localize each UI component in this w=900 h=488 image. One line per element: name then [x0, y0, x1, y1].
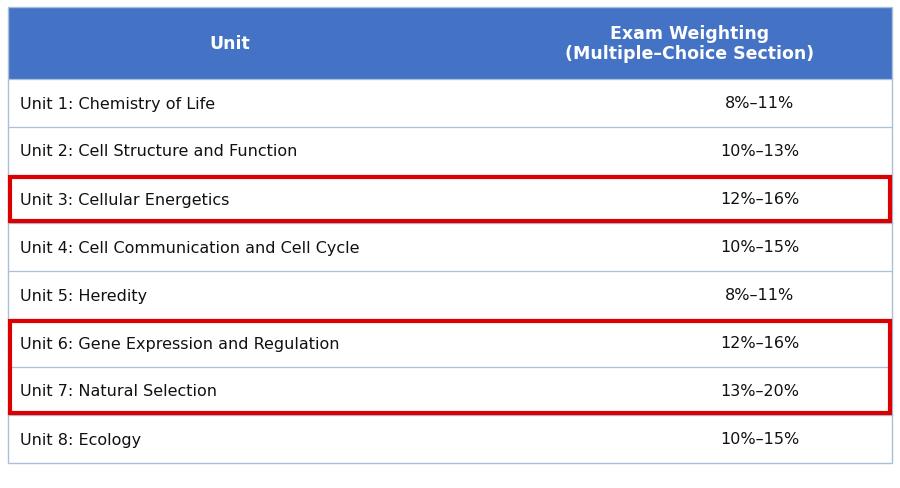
Text: TestDaily: TestDaily	[388, 272, 602, 314]
Bar	[8, 128, 892, 176]
Bar	[8, 367, 892, 415]
Bar	[10, 178, 890, 222]
Bar	[8, 415, 892, 463]
Text: Unit 2: Cell Structure and Function: Unit 2: Cell Structure and Function	[20, 144, 297, 159]
Bar	[8, 224, 892, 271]
Bar	[10, 321, 890, 413]
Bar	[8, 8, 892, 80]
Text: 12%–16%: 12%–16%	[720, 192, 799, 207]
Text: 8%–11%: 8%–11%	[725, 96, 795, 111]
Text: 10%–13%: 10%–13%	[720, 144, 799, 159]
Text: 10%–15%: 10%–15%	[720, 240, 799, 255]
Text: 12%–16%: 12%–16%	[720, 336, 799, 351]
Text: 8%–11%: 8%–11%	[725, 288, 795, 303]
Text: Unit: Unit	[210, 35, 250, 53]
Text: Unit 6: Gene Expression and Regulation: Unit 6: Gene Expression and Regulation	[20, 336, 339, 351]
Bar	[8, 319, 892, 367]
Text: Unit 5: Heredity: Unit 5: Heredity	[20, 288, 147, 303]
Text: Unit 8: Ecology: Unit 8: Ecology	[20, 431, 141, 447]
Text: 13%–20%: 13%–20%	[721, 384, 799, 399]
Text: 10%–15%: 10%–15%	[720, 431, 799, 447]
Bar	[8, 176, 892, 224]
Text: Unit 7: Natural Selection: Unit 7: Natural Selection	[20, 384, 217, 399]
Text: Unit 4: Cell Communication and Cell Cycle: Unit 4: Cell Communication and Cell Cycl…	[20, 240, 359, 255]
Bar	[8, 80, 892, 128]
Text: Exam Weighting
(Multiple–Choice Section): Exam Weighting (Multiple–Choice Section)	[565, 24, 814, 63]
Ellipse shape	[310, 87, 590, 421]
Bar	[8, 271, 892, 319]
Text: Unit 1: Chemistry of Life: Unit 1: Chemistry of Life	[20, 96, 215, 111]
Text: Unit 3: Cellular Energetics: Unit 3: Cellular Energetics	[20, 192, 230, 207]
